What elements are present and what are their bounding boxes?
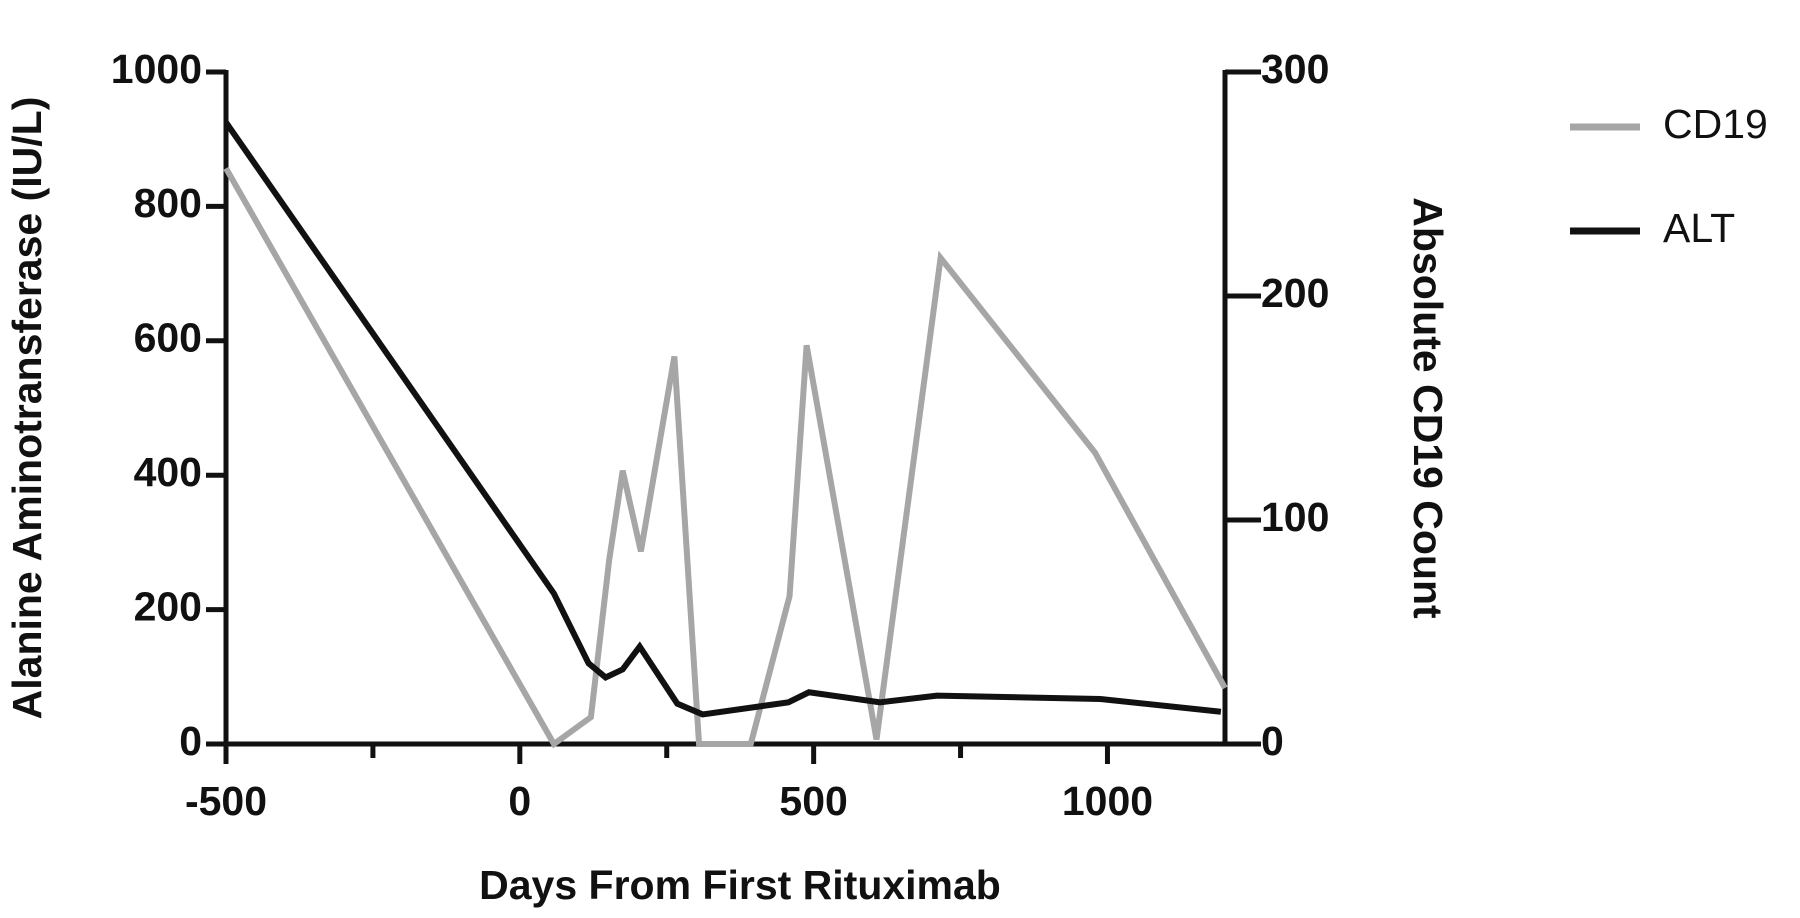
legend-label: ALT [1663,205,1735,251]
y-tick-label: 600 [134,315,202,361]
y2-axis-label: Absolute CD19 Count [1405,197,1451,619]
y2-tick-label: 100 [1261,494,1329,540]
y2-tick-label: 0 [1261,718,1284,764]
x-tick-label: -500 [185,778,267,824]
y-tick-label: 200 [134,583,202,629]
x-axis-label: Days From First Rituximab [479,862,1001,908]
x-tick-label: 1000 [1062,778,1153,824]
y-tick-label: 0 [179,718,202,764]
y-axis-label: Alanine Aminotransferase (IU/L) [4,97,50,720]
y-tick-label: 400 [134,449,202,495]
series-line [223,120,1222,718]
x-tick-label: 500 [779,778,847,824]
y-tick-label: 1000 [111,46,202,92]
x-tick-label: 0 [508,778,531,824]
y2-tick-label: 200 [1261,270,1329,316]
series-line [223,166,1228,749]
y2-tick-label: 300 [1261,46,1329,92]
y-tick-label: 800 [134,180,202,226]
legend-label: CD19 [1663,101,1768,147]
